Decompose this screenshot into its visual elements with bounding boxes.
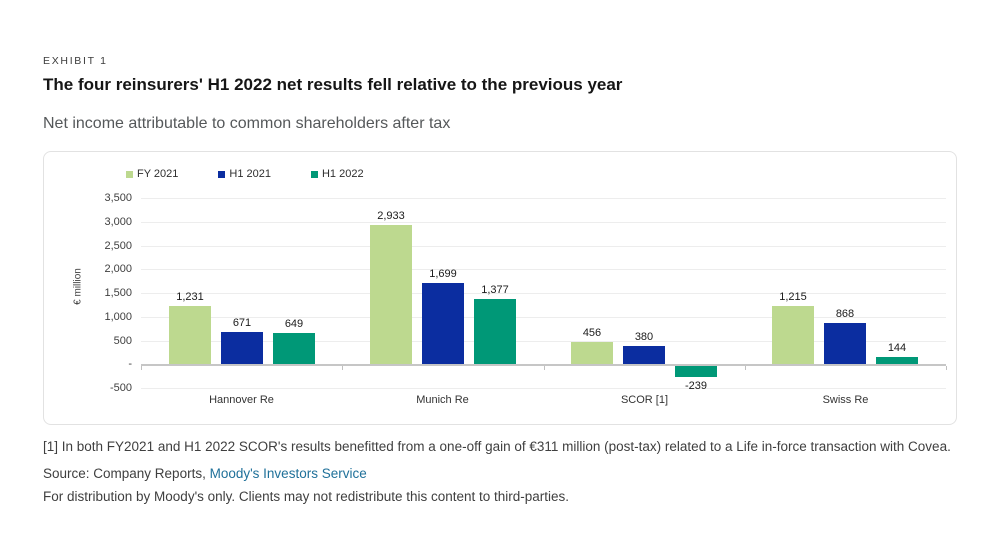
y-gridline xyxy=(141,341,946,343)
bar xyxy=(824,323,866,365)
bar-value-label: 1,231 xyxy=(176,291,204,304)
legend-item: H1 2022 xyxy=(310,168,364,181)
distribution-notice: For distribution by Moody's only. Client… xyxy=(43,489,570,505)
y-gridline xyxy=(141,293,946,295)
chart-plot: 3,500 3,000 2,500 2,000 1,500 1,000 500 - -500 € … xyxy=(44,152,956,424)
source-link[interactable]: Moody's Investors Service xyxy=(209,466,367,482)
bar xyxy=(772,306,814,365)
y-tick-label: 3,000 xyxy=(104,216,132,229)
bar xyxy=(876,357,918,365)
y-gridline xyxy=(141,222,946,224)
y-axis-label: € million xyxy=(72,268,84,306)
x-axis-tick xyxy=(342,366,343,371)
y-tick-label: - xyxy=(128,358,132,371)
page-title: The four reinsurers' H1 2022 net results… xyxy=(43,75,623,94)
chart-subtitle: Net income attributable to common shareh… xyxy=(43,115,451,133)
bar xyxy=(370,225,412,365)
legend-label: H1 2022 xyxy=(321,168,364,181)
bar xyxy=(623,346,665,365)
bar-value-label: 456 xyxy=(582,327,602,340)
x-axis-tick xyxy=(141,366,142,371)
y-tick-label: -500 xyxy=(109,382,132,395)
bar xyxy=(221,332,263,365)
x-category-label: Hannover Re xyxy=(209,394,274,407)
bar xyxy=(169,306,211,365)
y-tick-label: 500 xyxy=(113,335,132,348)
bar xyxy=(273,333,315,365)
bar-value-label: 671 xyxy=(232,317,252,330)
bar xyxy=(422,283,464,365)
bar-value-label: 2,933 xyxy=(377,210,405,223)
bar-value-label: 649 xyxy=(284,318,304,331)
footnote-text: [1] In both FY2021 and H1 2022 SCOR's re… xyxy=(43,439,951,455)
legend-label: FY 2021 xyxy=(137,168,179,181)
legend-swatch xyxy=(310,170,318,178)
legend-item: FY 2021 xyxy=(126,168,178,180)
chart-notes: [1] In both FY2021 and H1 2022 SCOR's re… xyxy=(43,436,957,504)
x-category-label: Munich Re xyxy=(416,394,469,407)
x-axis-tick xyxy=(544,366,545,371)
bar-value-label: -239 xyxy=(684,380,708,393)
bar-value-label: 1,699 xyxy=(429,268,457,281)
y-tick-label: 3,500 xyxy=(104,192,132,205)
y-tick-label: 2,500 xyxy=(104,240,132,253)
legend-item: H1 2021 xyxy=(218,168,271,180)
x-category-label: Swiss Re xyxy=(822,394,869,407)
bar-value-label: 1,215 xyxy=(779,291,807,304)
bar-value-label: 380 xyxy=(634,331,654,344)
zero-axis-line xyxy=(141,364,946,367)
y-gridline xyxy=(141,388,946,390)
y-gridline xyxy=(141,198,946,200)
y-gridline xyxy=(141,269,946,271)
bar xyxy=(675,366,717,378)
y-tick-label: 2,000 xyxy=(104,263,132,276)
bar xyxy=(474,299,516,365)
x-axis-tick xyxy=(745,366,746,371)
bar-value-label: 144 xyxy=(887,342,907,355)
bar-value-label: 868 xyxy=(835,308,855,321)
chart-card: FY 2021 H1 2021 H1 2022 3,500 3,000 2,500 2,0… xyxy=(43,151,957,426)
legend-swatch xyxy=(126,170,133,178)
bar xyxy=(571,342,613,365)
y-tick-label: 1,500 xyxy=(104,287,132,300)
source-line: Source: Company Reports, Moody's Investo… xyxy=(43,466,957,481)
legend-label: H1 2021 xyxy=(229,168,271,181)
y-tick-label: 1,000 xyxy=(104,311,132,324)
y-gridline xyxy=(141,246,946,248)
source-prefix: Source: Company Reports, xyxy=(43,466,210,482)
y-gridline xyxy=(141,317,946,319)
legend-swatch xyxy=(218,170,226,178)
report-page: EXHIBIT 1 The four reinsurers' H1 2022 n… xyxy=(43,55,957,504)
chart-legend: FY 2021 H1 2021 H1 2022 xyxy=(126,168,364,180)
x-axis-tick xyxy=(946,366,947,371)
x-category-label: SCOR [1] xyxy=(620,394,669,407)
exhibit-label: EXHIBIT 1 xyxy=(43,55,108,67)
bar-value-label: 1,377 xyxy=(481,284,509,297)
